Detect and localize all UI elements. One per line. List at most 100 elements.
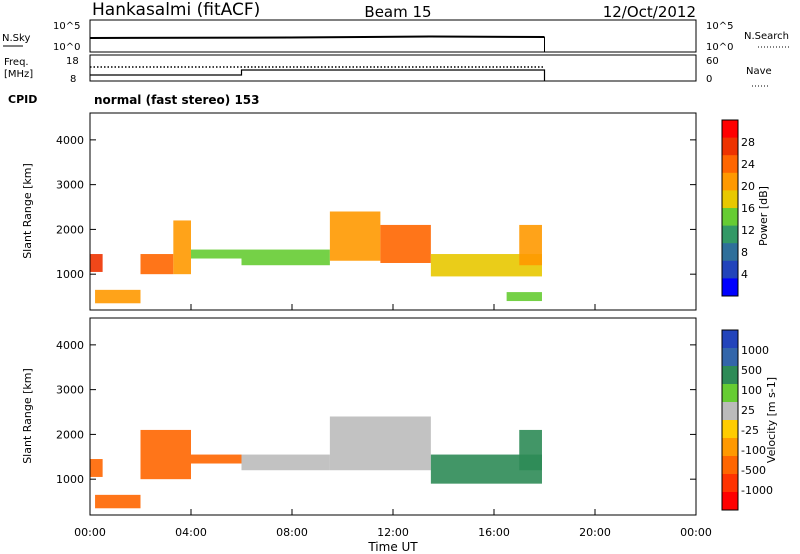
noise-panel-frame (89, 19, 697, 53)
nave-tick-top: 60 (706, 56, 719, 67)
velocity-echo-cell (140, 429, 191, 480)
power-colorbar-tick-label: 4 (741, 268, 748, 281)
velocity-colorbar-tick-label: -25 (741, 424, 759, 437)
x-tick-label: 00:00 (680, 526, 712, 539)
nave-label: Nave (746, 66, 772, 77)
cpid-label: CPID (8, 93, 37, 106)
velocity-echo-cell (329, 416, 431, 471)
power-echo-cell (90, 254, 103, 272)
date-title: 12/Oct/2012 (603, 3, 696, 21)
velocity-colorbar: 1000 500 100 25 -25 -100 -500 -1000 (721, 329, 773, 511)
power-echo-layer (90, 211, 542, 304)
power-colorbar-swatch (722, 208, 738, 227)
velocity-echo-cell (90, 459, 103, 477)
velocity-echo-cell (95, 494, 141, 509)
velocity-colorbar-swatch (722, 438, 738, 457)
velocity-y-tick-label: 1000 (56, 473, 84, 486)
power-echo-cell (506, 292, 542, 302)
x-tick-label: 16:00 (478, 526, 510, 539)
power-colorbar-swatch (722, 225, 738, 244)
velocity-echo-layer (90, 416, 542, 509)
velocity-echo-cell (191, 454, 242, 464)
power-echo-cell (329, 211, 381, 261)
cpid-text: normal (fast stereo) 153 (94, 93, 260, 107)
power-y-tick-label: 4000 (56, 134, 84, 147)
noise-sky-line (89, 35, 545, 39)
power-y-tick-label: 1000 (56, 268, 84, 281)
power-colorbar-label: Power [dB] (757, 186, 770, 246)
x-tick-label: 08:00 (276, 526, 308, 539)
velocity-y-tick-label: 4000 (56, 339, 84, 352)
power-colorbar-tick-label: 12 (741, 224, 755, 237)
noise-right-label: N.Search (744, 31, 789, 42)
x-tick-label: 20:00 (579, 526, 611, 539)
power-echo-cell (380, 224, 431, 263)
power-colorbar-swatch (722, 260, 738, 279)
power-y-label: Slant Range [km] (21, 163, 34, 259)
velocity-y-label: Slant Range [km] (21, 368, 34, 464)
velocity-colorbar-frame (721, 329, 739, 511)
velocity-colorbar-swatch (722, 474, 738, 493)
power-y-tick-label: 3000 (56, 179, 84, 192)
power-colorbar-swatch (722, 172, 738, 191)
power-y-ticks: 4000 3000 2000 1000 (56, 134, 696, 281)
nave-tick-bottom: 0 (706, 74, 712, 85)
velocity-colorbar-tick-label: -1000 (741, 484, 773, 497)
velocity-colorbar-swatch (722, 366, 738, 385)
power-colorbar-tick-label: 20 (741, 180, 755, 193)
power-colorbar-tick-label: 24 (741, 158, 755, 171)
velocity-y-tick-label: 3000 (56, 384, 84, 397)
freq-label-1: Freq. (4, 57, 29, 68)
power-colorbar-tick-label: 28 (741, 136, 755, 149)
velocity-colorbar-swatch (722, 456, 738, 475)
freq-label-2: [MHz] (4, 69, 33, 80)
velocity-y-ticks: 4000 3000 2000 1000 (56, 339, 696, 486)
freq-tick-top: 18 (66, 56, 79, 67)
velocity-y-tick-label: 2000 (56, 428, 84, 441)
x-axis-label: Time UT (367, 540, 418, 554)
power-panel-background (90, 113, 696, 310)
velocity-echo-cell (241, 454, 330, 471)
station-title: Hankasalmi (fitACF) (92, 0, 260, 20)
power-echo-cell (95, 289, 141, 304)
noise-tick-top-left: 10^5 (53, 21, 80, 32)
power-colorbar-tick-label: 8 (741, 246, 748, 259)
velocity-colorbar-tick-label: 25 (741, 404, 755, 417)
velocity-colorbar-tick-label: 1000 (741, 344, 769, 357)
power-colorbar: 28 24 20 16 12 8 4 (721, 119, 755, 297)
x-axis-ticks: 00:00 04:00 08:00 12:00 16:00 20:00 00:00 (74, 304, 712, 539)
power-echo-cell (191, 249, 242, 259)
velocity-colorbar-swatch (722, 402, 738, 421)
freq-panel-frame (89, 54, 697, 82)
power-echo-cell (241, 249, 330, 266)
power-echo-cell (140, 254, 174, 275)
velocity-colorbar-tick-label: 500 (741, 364, 762, 377)
velocity-echo-cell (519, 429, 542, 471)
velocity-colorbar-swatch (722, 330, 738, 349)
power-echo-cell (430, 254, 542, 277)
noise-tick-bottom-right: 10^0 (706, 42, 733, 53)
power-colorbar-tick-label: 16 (741, 202, 755, 215)
noise-tick-top-right: 10^5 (706, 21, 733, 32)
power-colorbar-frame (721, 119, 739, 297)
noise-tick-bottom-left: 10^0 (53, 42, 80, 53)
velocity-colorbar-swatch (722, 348, 738, 367)
velocity-colorbar-swatch (722, 384, 738, 403)
velocity-colorbar-label: Velocity [m s-1] (765, 377, 778, 463)
power-colorbar-swatch (722, 278, 738, 297)
power-colorbar-swatch (722, 137, 738, 156)
power-colorbar-swatch (722, 120, 738, 139)
freq-line (90, 69, 546, 81)
noise-left-label: N.Sky (2, 33, 30, 44)
freq-tick-bottom: 8 (70, 74, 76, 85)
velocity-colorbar-tick-label: -100 (741, 444, 766, 457)
velocity-colorbar-tick-label: -500 (741, 464, 766, 477)
beam-title: Beam 15 (364, 3, 431, 21)
velocity-colorbar-swatch (722, 420, 738, 439)
velocity-colorbar-tick-label: 100 (741, 384, 762, 397)
power-echo-cell (519, 224, 542, 266)
x-tick-label: 04:00 (175, 526, 207, 539)
power-y-tick-label: 2000 (56, 223, 84, 236)
power-colorbar-swatch (722, 243, 738, 262)
